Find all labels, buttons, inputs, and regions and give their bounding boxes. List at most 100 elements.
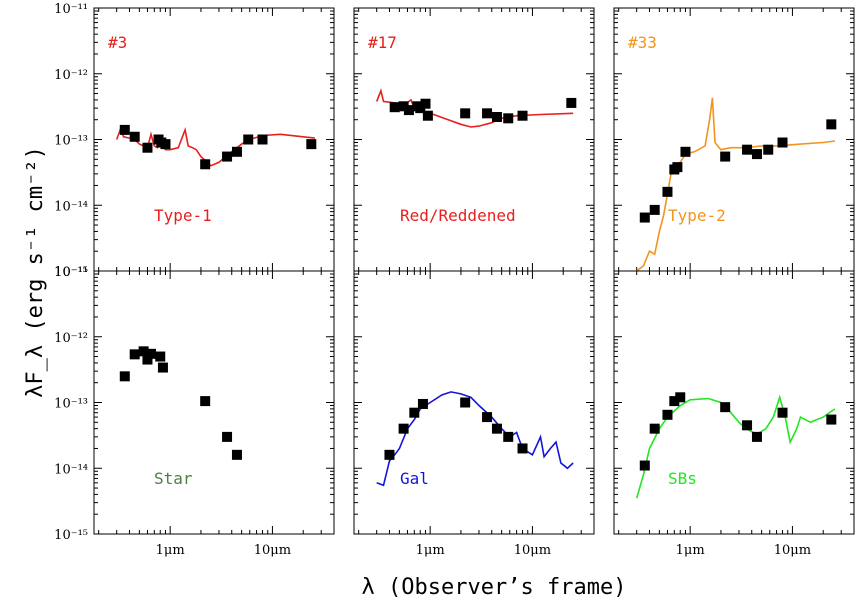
sed-type-label: SBs — [668, 469, 697, 488]
panel-6: 1μm 10μm SBs — [613, 270, 855, 558]
y-tick-label: 10⁻¹⁴ — [54, 199, 88, 214]
photometry-point — [491, 111, 502, 122]
photometry-point — [422, 110, 433, 121]
photometry-point — [231, 449, 242, 460]
x-tick-label: 1μm — [676, 543, 705, 558]
photometry-point — [306, 139, 317, 150]
y-tick-label: 10⁻¹² — [54, 331, 88, 346]
photometry-point — [675, 392, 686, 403]
y-tick-label: 10⁻¹³ — [54, 397, 88, 412]
photometry-point — [491, 423, 502, 434]
sed-type-label: Star — [154, 469, 193, 488]
photometry-point — [222, 151, 233, 162]
sed-type-label: Red/Reddened — [400, 206, 516, 225]
photometry-point — [672, 162, 683, 173]
panel-frame — [93, 270, 335, 535]
photometry-point — [398, 101, 409, 112]
panel-frame — [353, 270, 595, 535]
x-tick-label: 1μm — [416, 543, 445, 558]
photometry-point — [146, 348, 157, 359]
photometry-point — [257, 134, 268, 145]
photometry-point — [662, 409, 673, 420]
panel-3: #33 Type-2 — [613, 7, 855, 272]
y-tick-label: 10⁻¹⁵ — [54, 265, 88, 280]
photometry-point — [649, 204, 660, 215]
photometry-point — [777, 137, 788, 148]
photometry-point — [669, 396, 680, 407]
photometry-point — [662, 186, 673, 197]
photometry-point — [720, 402, 731, 413]
panel-1: 10⁻¹¹ 10⁻¹² 10⁻¹³ 10⁻¹⁴ 10⁻¹⁵ #3 Type-1 — [54, 2, 335, 280]
photometry-point — [649, 423, 660, 434]
photometry-point — [777, 407, 788, 418]
photometry-point — [826, 119, 837, 130]
y-axis-title: λF_λ (erg s⁻¹ cm⁻²) — [23, 146, 48, 398]
panel-frame — [613, 270, 855, 535]
photometry-point — [138, 346, 149, 357]
photometry-point — [460, 397, 471, 408]
photometry-point — [415, 103, 426, 114]
photometry-point — [680, 146, 691, 157]
photometry-point — [129, 131, 140, 142]
panel-2: #17 Red/Reddened — [353, 7, 595, 272]
source-id-label: #17 — [368, 33, 397, 52]
photometry-point — [420, 98, 431, 109]
photometry-point — [751, 149, 762, 160]
photometry-point — [142, 354, 153, 365]
photometry-point — [826, 414, 837, 425]
photometry-point — [119, 124, 130, 135]
x-tick-label: 1μm — [156, 543, 185, 558]
photometry-point — [639, 212, 650, 223]
y-tick-label: 10⁻¹² — [54, 68, 88, 83]
photometry-point — [384, 449, 395, 460]
photometry-point — [222, 431, 233, 442]
sed-template-curve — [376, 391, 574, 487]
source-id-label: #3 — [108, 33, 127, 52]
y-tick-label: 10⁻¹³ — [54, 134, 88, 149]
photometry-point — [160, 139, 171, 150]
x-tick-label: 10μm — [514, 543, 551, 558]
photometry-point — [129, 349, 140, 360]
y-tick-label: 10⁻¹¹ — [54, 265, 88, 280]
panels-group: 10⁻¹¹ 10⁻¹² 10⁻¹³ 10⁻¹⁴ 10⁻¹⁵ #3 Type-1 #17 Red/… — [54, 2, 855, 558]
photometry-point — [503, 431, 514, 442]
x-tick-label: 10μm — [774, 543, 811, 558]
photometry-point — [409, 407, 420, 418]
photometry-point — [482, 108, 493, 119]
photometry-point — [566, 97, 577, 108]
photometry-point — [417, 398, 428, 409]
photometry-point — [639, 460, 650, 471]
x-tick-label: 10μm — [254, 543, 291, 558]
photometry-point — [751, 431, 762, 442]
sed-type-label: Gal — [400, 469, 429, 488]
sed-template-curve — [636, 97, 836, 272]
panel-5: 1μm 10μm Gal — [353, 270, 595, 558]
photometry-point — [155, 351, 166, 362]
y-tick-label: 10⁻¹¹ — [54, 2, 88, 17]
photometry-point — [200, 159, 211, 170]
photometry-point — [119, 371, 130, 382]
photometry-point — [142, 142, 153, 153]
y-tick-label: 10⁻¹⁴ — [54, 462, 88, 477]
photometry-point — [200, 396, 211, 407]
photometry-point — [742, 420, 753, 431]
x-axis-title: λ (Observer’s frame) — [362, 575, 627, 600]
photometry-point — [720, 151, 731, 162]
photometry-point — [503, 113, 514, 124]
photometry-point — [763, 144, 774, 155]
photometry-point — [231, 146, 242, 157]
photometry-point — [389, 102, 400, 113]
sed-type-label: Type-1 — [154, 206, 212, 225]
photometry-point — [398, 423, 409, 434]
photometry-point — [517, 443, 528, 454]
photometry-point — [517, 110, 528, 121]
source-id-label: #33 — [628, 33, 657, 52]
photometry-point — [460, 108, 471, 119]
photometry-point — [157, 362, 168, 373]
photometry-point — [403, 105, 414, 116]
panel-4: 10⁻¹¹ 10⁻¹² 10⁻¹³ 10⁻¹⁴ 10⁻¹⁵ 1μm 10μm Star — [54, 265, 335, 558]
sed-type-label: Type-2 — [668, 206, 726, 225]
photometry-point — [742, 144, 753, 155]
photometry-point — [482, 412, 493, 423]
